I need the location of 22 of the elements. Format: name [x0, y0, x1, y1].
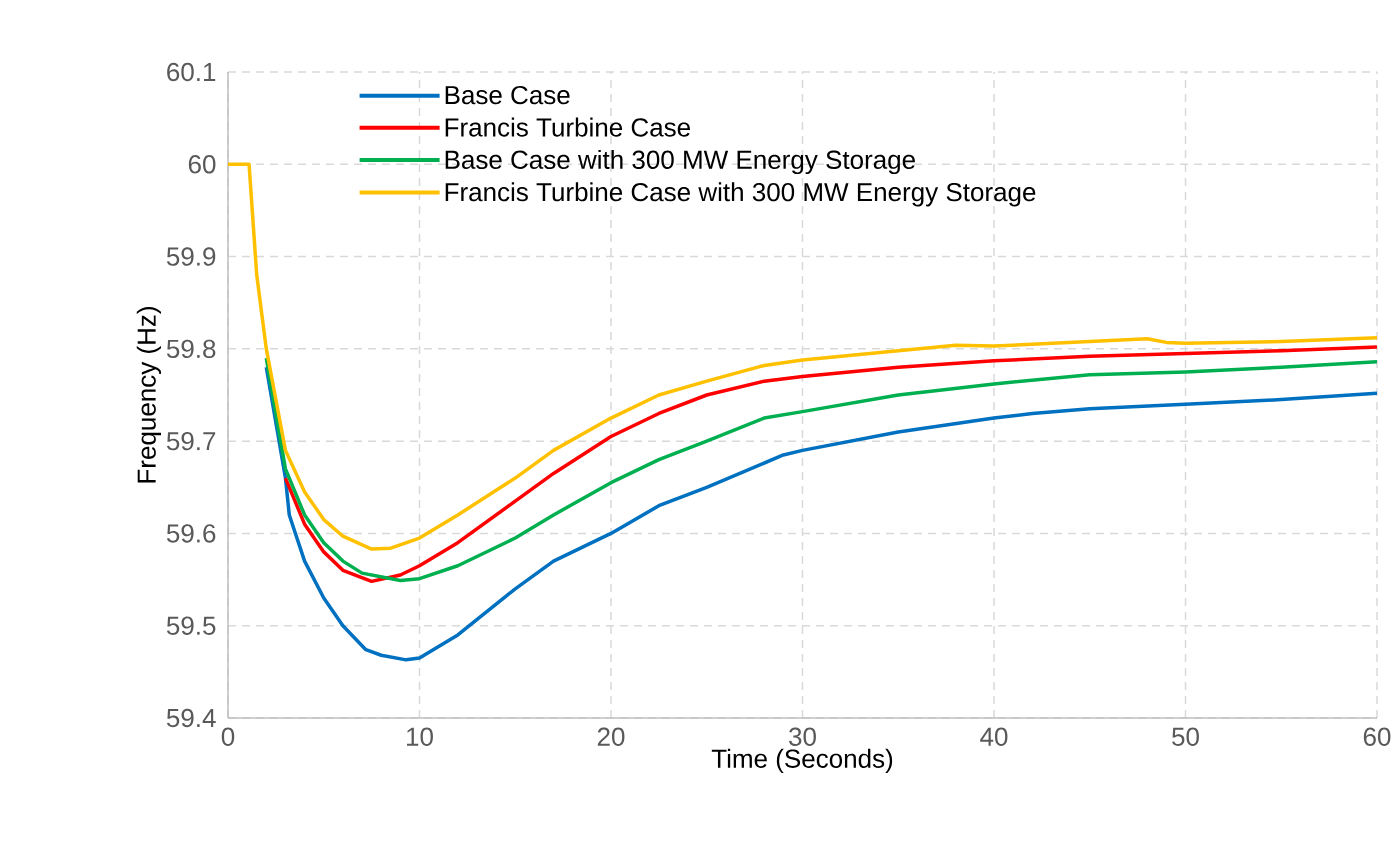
- y-tick-label: 60: [188, 155, 216, 174]
- legend-label: Base Case with 300 MW Energy Storage: [445, 149, 915, 175]
- legend-label: Francis Turbine Case with 300 MW Energy Storage: [445, 182, 1036, 207]
- legend-label: Francis Turbine Case: [445, 117, 690, 137]
- x-tick-label: 60: [1363, 727, 1391, 746]
- y-tick-label: 59.8: [166, 339, 216, 359]
- legend-label: Base Case: [445, 85, 570, 105]
- x-axis-title: Time (Seconds): [711, 748, 893, 774]
- x-tick-label: 40: [980, 727, 1008, 746]
- y-tick-label: 59.4: [166, 708, 216, 728]
- y-tick-label: 60.1: [167, 62, 216, 82]
- y-axis-title: Frequency (Hz): [136, 307, 161, 483]
- x-tick-label: 0: [221, 727, 235, 746]
- y-tick-label: 59.9: [166, 247, 216, 266]
- x-tick-label: 30: [789, 727, 816, 746]
- x-tick-label: 10: [407, 727, 433, 746]
- y-tick-label: 59.7: [166, 431, 216, 451]
- x-tick-label: 20: [597, 727, 625, 746]
- line-series: [264, 365, 1377, 662]
- x-tick-label: 50: [1172, 727, 1199, 746]
- y-tick-label: 59.6: [166, 524, 216, 543]
- y-tick-label: 59.5: [166, 616, 216, 635]
